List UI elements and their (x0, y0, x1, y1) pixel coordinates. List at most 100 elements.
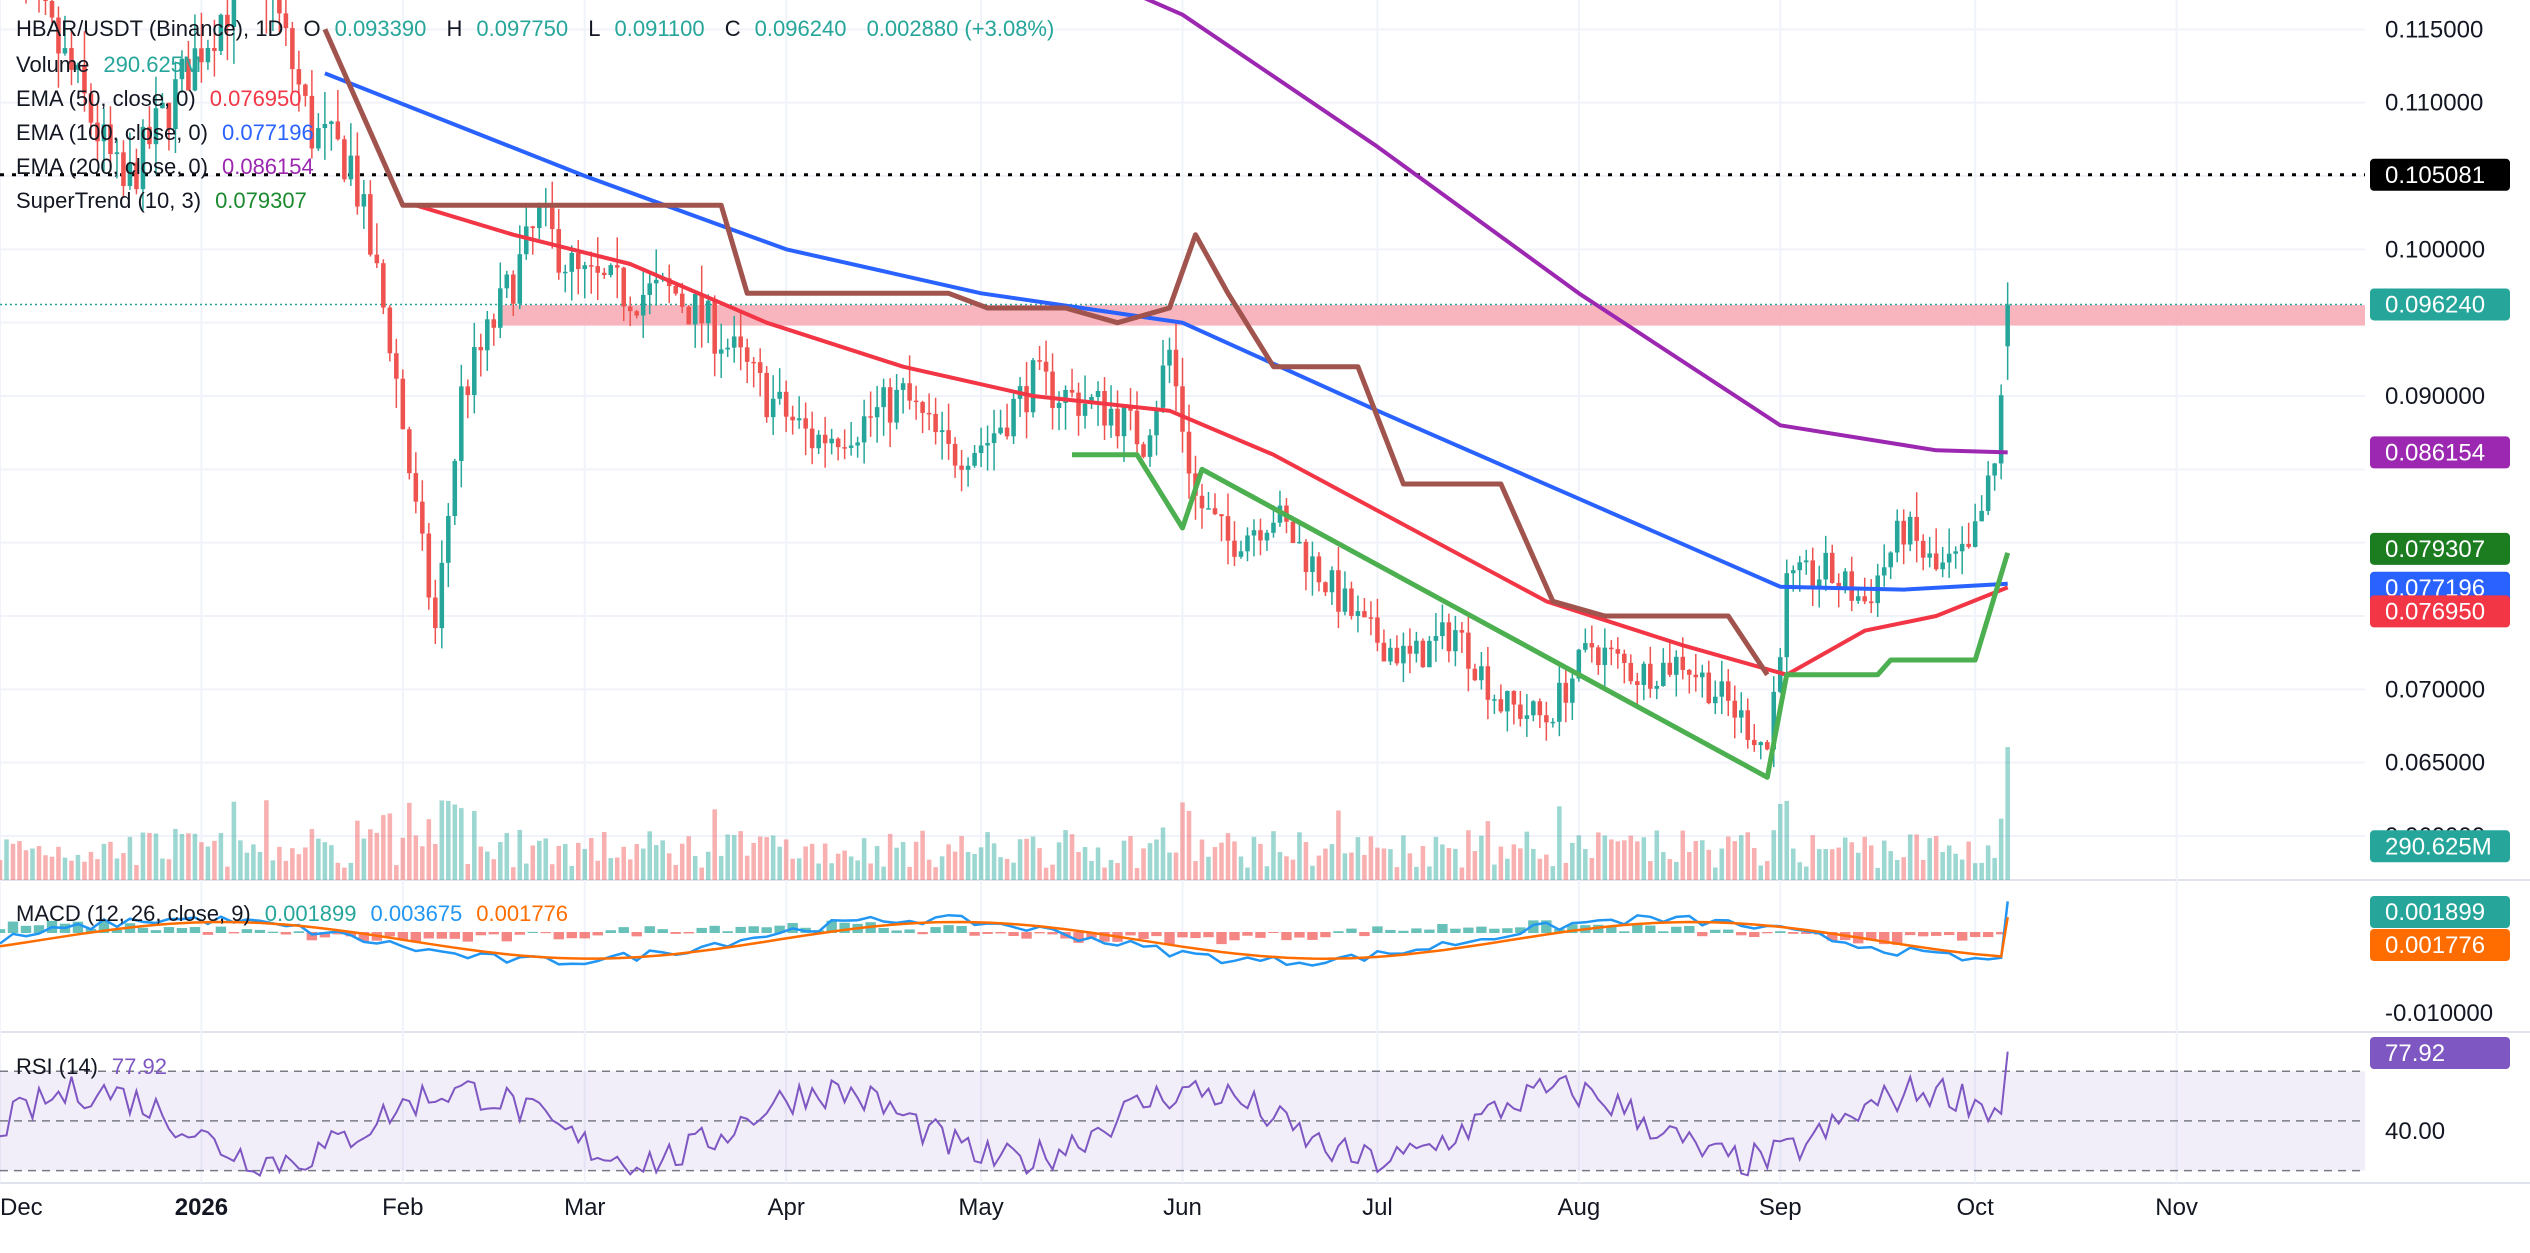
volume-bar (744, 855, 750, 880)
volume-bar (355, 820, 360, 880)
macd-histogram-bar (1697, 932, 1708, 937)
candle-body (1264, 532, 1270, 541)
candle-body (192, 48, 198, 91)
macd-histogram-bar (72, 921, 84, 933)
time-tick-label: Feb (382, 1194, 423, 1221)
candle-body (75, 64, 81, 70)
candle-body (1037, 360, 1042, 362)
candle-body (757, 362, 763, 373)
volume-bar (653, 845, 659, 880)
volume-bar (1037, 848, 1042, 880)
macd-histogram-bar (319, 932, 331, 938)
candle-body (835, 438, 841, 448)
rsi-legend[interactable]: RSI (14) 77.92 (16, 1052, 181, 1082)
volume-bar (1855, 852, 1861, 880)
candle-body (88, 93, 94, 123)
macd-histogram-bar (1892, 932, 1903, 945)
supertrend-legend[interactable]: SuperTrend (10, 3) 0.079307 (16, 186, 321, 216)
candle-body (95, 122, 100, 142)
volume-legend[interactable]: Volume 290.625M (16, 50, 215, 80)
volume-bar (627, 859, 633, 880)
candle-body (959, 465, 964, 470)
candle-body (1466, 632, 1471, 669)
macd-histogram-bar (1736, 932, 1747, 936)
macd-histogram-bar (826, 920, 837, 933)
volume-bar (1102, 867, 1107, 880)
volume-bar (1700, 840, 1705, 880)
macd-histogram-bar (1320, 932, 1331, 938)
candle-body (1147, 435, 1153, 457)
ema50-legend[interactable]: EMA (50, close, 0) 0.076950 (16, 84, 316, 114)
candle-body (718, 349, 724, 354)
candle-body (569, 253, 575, 272)
volume-bar (562, 844, 568, 880)
candle-body (394, 353, 399, 379)
volume-bar (1738, 835, 1744, 880)
volume-bar (1375, 847, 1380, 880)
candle-body (1868, 601, 1874, 604)
candle-body (1570, 678, 1575, 703)
candle-body (1648, 663, 1653, 689)
ema50-value: 0.076950 (209, 86, 302, 111)
candle-body (764, 372, 769, 418)
candle-body (296, 69, 302, 85)
ema100-legend[interactable]: EMA (100, close, 0) 0.077196 (16, 118, 328, 148)
macd-legend[interactable]: MACD (12, 26, close, 9) 0.001899 0.003675 0… (16, 899, 582, 929)
candle-body (1186, 431, 1192, 474)
volume-bar (1823, 849, 1829, 880)
volume-bar (861, 838, 867, 880)
volume-bar (309, 829, 315, 880)
macd-histogram-bar (1567, 924, 1578, 933)
candle-body (1290, 521, 1296, 543)
macd-histogram-bar (540, 932, 551, 934)
volume-bar (1193, 861, 1198, 880)
rsi-tick-label: 40.00 (2385, 1118, 2445, 1145)
candle-body (731, 336, 737, 348)
time-axis: Dec 2026 Feb Mar Apr May Jun Jul Aug Sep Oct Nov (0, 1194, 2198, 1221)
candle-body (1134, 410, 1140, 445)
candle-body (355, 155, 360, 207)
volume-bar (134, 865, 139, 880)
macd-histogram-bar (891, 930, 902, 933)
volume-bar (1998, 818, 2004, 880)
candle-body (1446, 622, 1452, 652)
candle-body (1102, 390, 1107, 426)
candle-body (1888, 552, 1893, 568)
ema200-value: 0.086154 (221, 154, 314, 179)
ema200-legend[interactable]: EMA (200, close, 0) 0.086154 (16, 152, 328, 182)
volume-bar (1901, 857, 1906, 880)
macd-histogram-bar (423, 932, 435, 939)
volume-bar (147, 832, 152, 880)
candle-body (881, 387, 886, 408)
candle-body (1758, 742, 1764, 746)
candle-body (1661, 662, 1666, 686)
volume-bar (1693, 841, 1699, 880)
candle-body (1732, 700, 1738, 718)
ema100-line (324, 71, 2008, 592)
candle-body (1173, 349, 1179, 387)
last-price-badge (2370, 288, 2510, 321)
macd-signal-badge (2370, 929, 2510, 961)
macd-histogram-bar (1034, 932, 1045, 934)
macd-histogram-bar (1801, 932, 1812, 934)
volume-bar (731, 835, 737, 880)
time-tick-label: Apr (767, 1194, 804, 1221)
volume-bar (1219, 842, 1224, 880)
macd-histogram-bar (1541, 920, 1552, 933)
candle-body (920, 402, 925, 413)
volume-bar (913, 841, 919, 880)
candle-body (82, 64, 87, 94)
volume-bar (192, 833, 198, 880)
volume-bar (621, 846, 627, 880)
macd-histogram-bar (774, 925, 785, 933)
macd-histogram-bar (1151, 932, 1162, 937)
candle-body (452, 460, 458, 516)
ema200-line (1143, 0, 2008, 455)
supertrend-down-line (322, 28, 1770, 677)
candle-body (1810, 560, 1816, 588)
volume-bar (1648, 861, 1653, 880)
macd-histogram-bar (553, 932, 564, 940)
price-tick-label: 0.070000 (2385, 676, 2485, 703)
resistance-badge-label: 0.105081 (2385, 162, 2485, 189)
